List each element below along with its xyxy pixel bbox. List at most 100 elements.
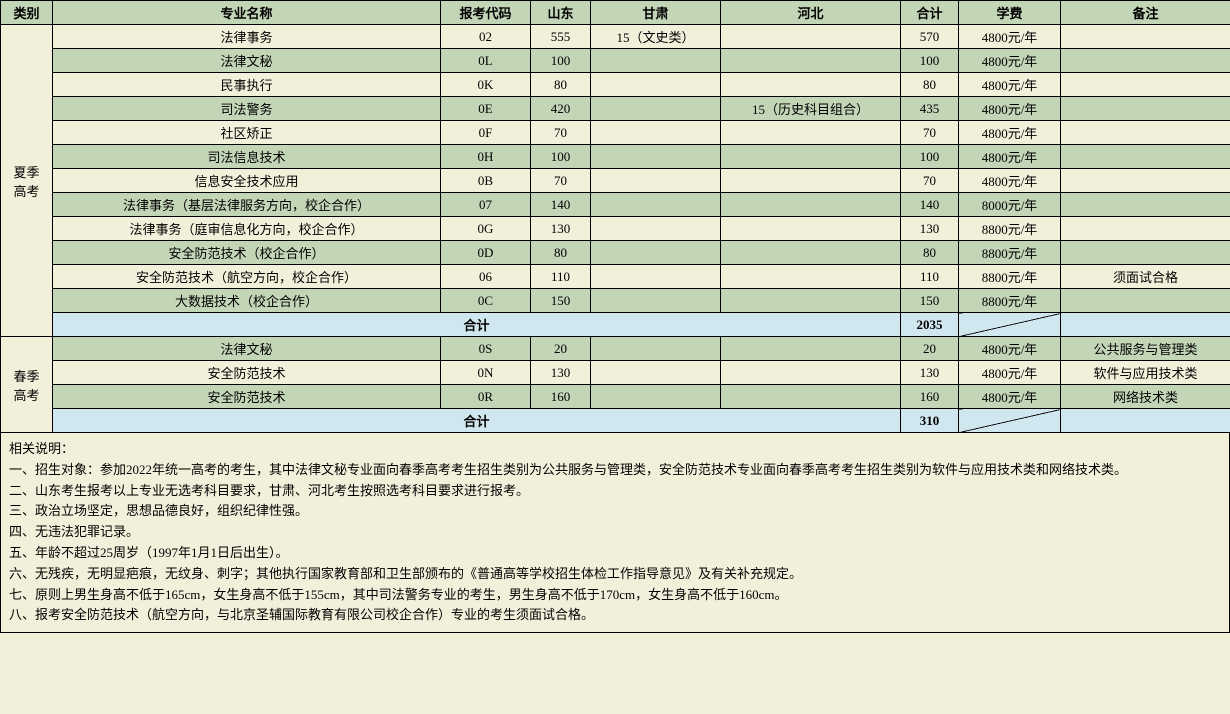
cell-gs — [591, 97, 721, 121]
notes-list: 一、招生对象：参加2022年统一高考的考生，其中法律文秘专业面向春季高考考生招生… — [9, 460, 1221, 626]
cell-code: 02 — [441, 25, 531, 49]
header-hebei: 河北 — [721, 1, 901, 25]
cell-code: 0K — [441, 73, 531, 97]
admission-table: 类别 专业名称 报考代码 山东 甘肃 河北 合计 学费 备注 夏季高考法律事务0… — [0, 0, 1230, 433]
cell-code: 06 — [441, 265, 531, 289]
cell-note — [1061, 73, 1230, 97]
cell-total: 80 — [901, 241, 959, 265]
cell-fee: 4800元/年 — [959, 73, 1061, 97]
cell-fee: 8800元/年 — [959, 217, 1061, 241]
note-item: 六、无残疾，无明显疤痕，无纹身、刺字；其他执行国家教育部和卫生部颁布的《普通高等… — [9, 564, 1221, 585]
cell-note — [1061, 169, 1230, 193]
subtotal-label: 合计 — [53, 409, 901, 433]
cell-gs — [591, 217, 721, 241]
cell-total: 70 — [901, 121, 959, 145]
cell-total: 130 — [901, 217, 959, 241]
cell-gs — [591, 145, 721, 169]
header-row: 类别 专业名称 报考代码 山东 甘肃 河北 合计 学费 备注 — [1, 1, 1230, 25]
subtotal-value: 2035 — [901, 313, 959, 337]
cell-total: 110 — [901, 265, 959, 289]
cell-gs — [591, 73, 721, 97]
cell-total: 20 — [901, 337, 959, 361]
cell-hb — [721, 25, 901, 49]
cell-major: 安全防范技术 — [53, 361, 441, 385]
cell-fee: 8800元/年 — [959, 265, 1061, 289]
cell-note — [1061, 145, 1230, 169]
table-row: 大数据技术（校企合作）0C1501508800元/年 — [1, 289, 1230, 313]
header-category: 类别 — [1, 1, 53, 25]
notes-section: 相关说明： 一、招生对象：参加2022年统一高考的考生，其中法律文秘专业面向春季… — [0, 433, 1230, 633]
cell-note — [1061, 217, 1230, 241]
cell-total: 130 — [901, 361, 959, 385]
table-row: 民事执行0K80804800元/年 — [1, 73, 1230, 97]
cell-fee: 8800元/年 — [959, 241, 1061, 265]
cell-gs — [591, 337, 721, 361]
table-row: 司法信息技术0H1001004800元/年 — [1, 145, 1230, 169]
cell-sd: 140 — [531, 193, 591, 217]
cell-note: 网络技术类 — [1061, 385, 1230, 409]
note-item: 八、报考安全防范技术（航空方向，与北京圣辅国际教育有限公司校企合作）专业的考生须… — [9, 605, 1221, 626]
cell-hb — [721, 145, 901, 169]
cell-sd: 70 — [531, 121, 591, 145]
note-item: 四、无违法犯罪记录。 — [9, 522, 1221, 543]
note-item: 五、年龄不超过25周岁（1997年1月1日后出生）。 — [9, 543, 1221, 564]
cell-major: 大数据技术（校企合作） — [53, 289, 441, 313]
cell-hb — [721, 121, 901, 145]
cell-major: 社区矫正 — [53, 121, 441, 145]
cell-fee: 4800元/年 — [959, 49, 1061, 73]
cell-fee: 4800元/年 — [959, 145, 1061, 169]
cell-major: 安全防范技术（航空方向，校企合作） — [53, 265, 441, 289]
cell-hb — [721, 361, 901, 385]
cell-code: 0H — [441, 145, 531, 169]
table-body: 夏季高考法律事务0255515（文史类）5704800元/年法律文秘0L1001… — [1, 25, 1230, 433]
cell-total: 570 — [901, 25, 959, 49]
table-row: 安全防范技术（航空方向，校企合作）061101108800元/年须面试合格 — [1, 265, 1230, 289]
cell-note — [1061, 289, 1230, 313]
diagonal-cell — [959, 313, 1061, 337]
cell-sd: 110 — [531, 265, 591, 289]
cell-total: 70 — [901, 169, 959, 193]
cell-major: 信息安全技术应用 — [53, 169, 441, 193]
cell-hb — [721, 193, 901, 217]
cell-note: 公共服务与管理类 — [1061, 337, 1230, 361]
cell-note — [1061, 121, 1230, 145]
cell-code: 0E — [441, 97, 531, 121]
header-gansu: 甘肃 — [591, 1, 721, 25]
cell-gs — [591, 289, 721, 313]
header-total: 合计 — [901, 1, 959, 25]
cell-code: 0R — [441, 385, 531, 409]
cell-code: 0G — [441, 217, 531, 241]
cell-hb: 15（历史科目组合） — [721, 97, 901, 121]
cell-code: 0L — [441, 49, 531, 73]
cell-fee: 4800元/年 — [959, 97, 1061, 121]
cell-hb — [721, 337, 901, 361]
cell-total: 80 — [901, 73, 959, 97]
cell-sd: 130 — [531, 361, 591, 385]
cell-sd: 80 — [531, 73, 591, 97]
cell-hb — [721, 217, 901, 241]
cell-hb — [721, 241, 901, 265]
cell-sd: 555 — [531, 25, 591, 49]
cell-gs — [591, 169, 721, 193]
cell-note — [1061, 25, 1230, 49]
cell-major: 安全防范技术 — [53, 385, 441, 409]
header-shandong: 山东 — [531, 1, 591, 25]
cell-code: 0F — [441, 121, 531, 145]
table-row: 法律文秘0L1001004800元/年 — [1, 49, 1230, 73]
cell-note — [1061, 97, 1230, 121]
subtotal-row: 合计310 — [1, 409, 1230, 433]
table-row: 法律事务（庭审信息化方向，校企合作）0G1301308800元/年 — [1, 217, 1230, 241]
cell-code: 07 — [441, 193, 531, 217]
cell-code: 0S — [441, 337, 531, 361]
cell-hb — [721, 169, 901, 193]
cell-sd: 420 — [531, 97, 591, 121]
note-item: 三、政治立场坚定，思想品德良好，组织纪律性强。 — [9, 501, 1221, 522]
category-cell: 夏季高考 — [1, 25, 53, 337]
cell-total: 140 — [901, 193, 959, 217]
table-row: 安全防范技术（校企合作）0D80808800元/年 — [1, 241, 1230, 265]
cell-note: 须面试合格 — [1061, 265, 1230, 289]
cell-fee: 4800元/年 — [959, 361, 1061, 385]
cell-total: 150 — [901, 289, 959, 313]
subtotal-row: 合计2035 — [1, 313, 1230, 337]
cell-major: 司法信息技术 — [53, 145, 441, 169]
